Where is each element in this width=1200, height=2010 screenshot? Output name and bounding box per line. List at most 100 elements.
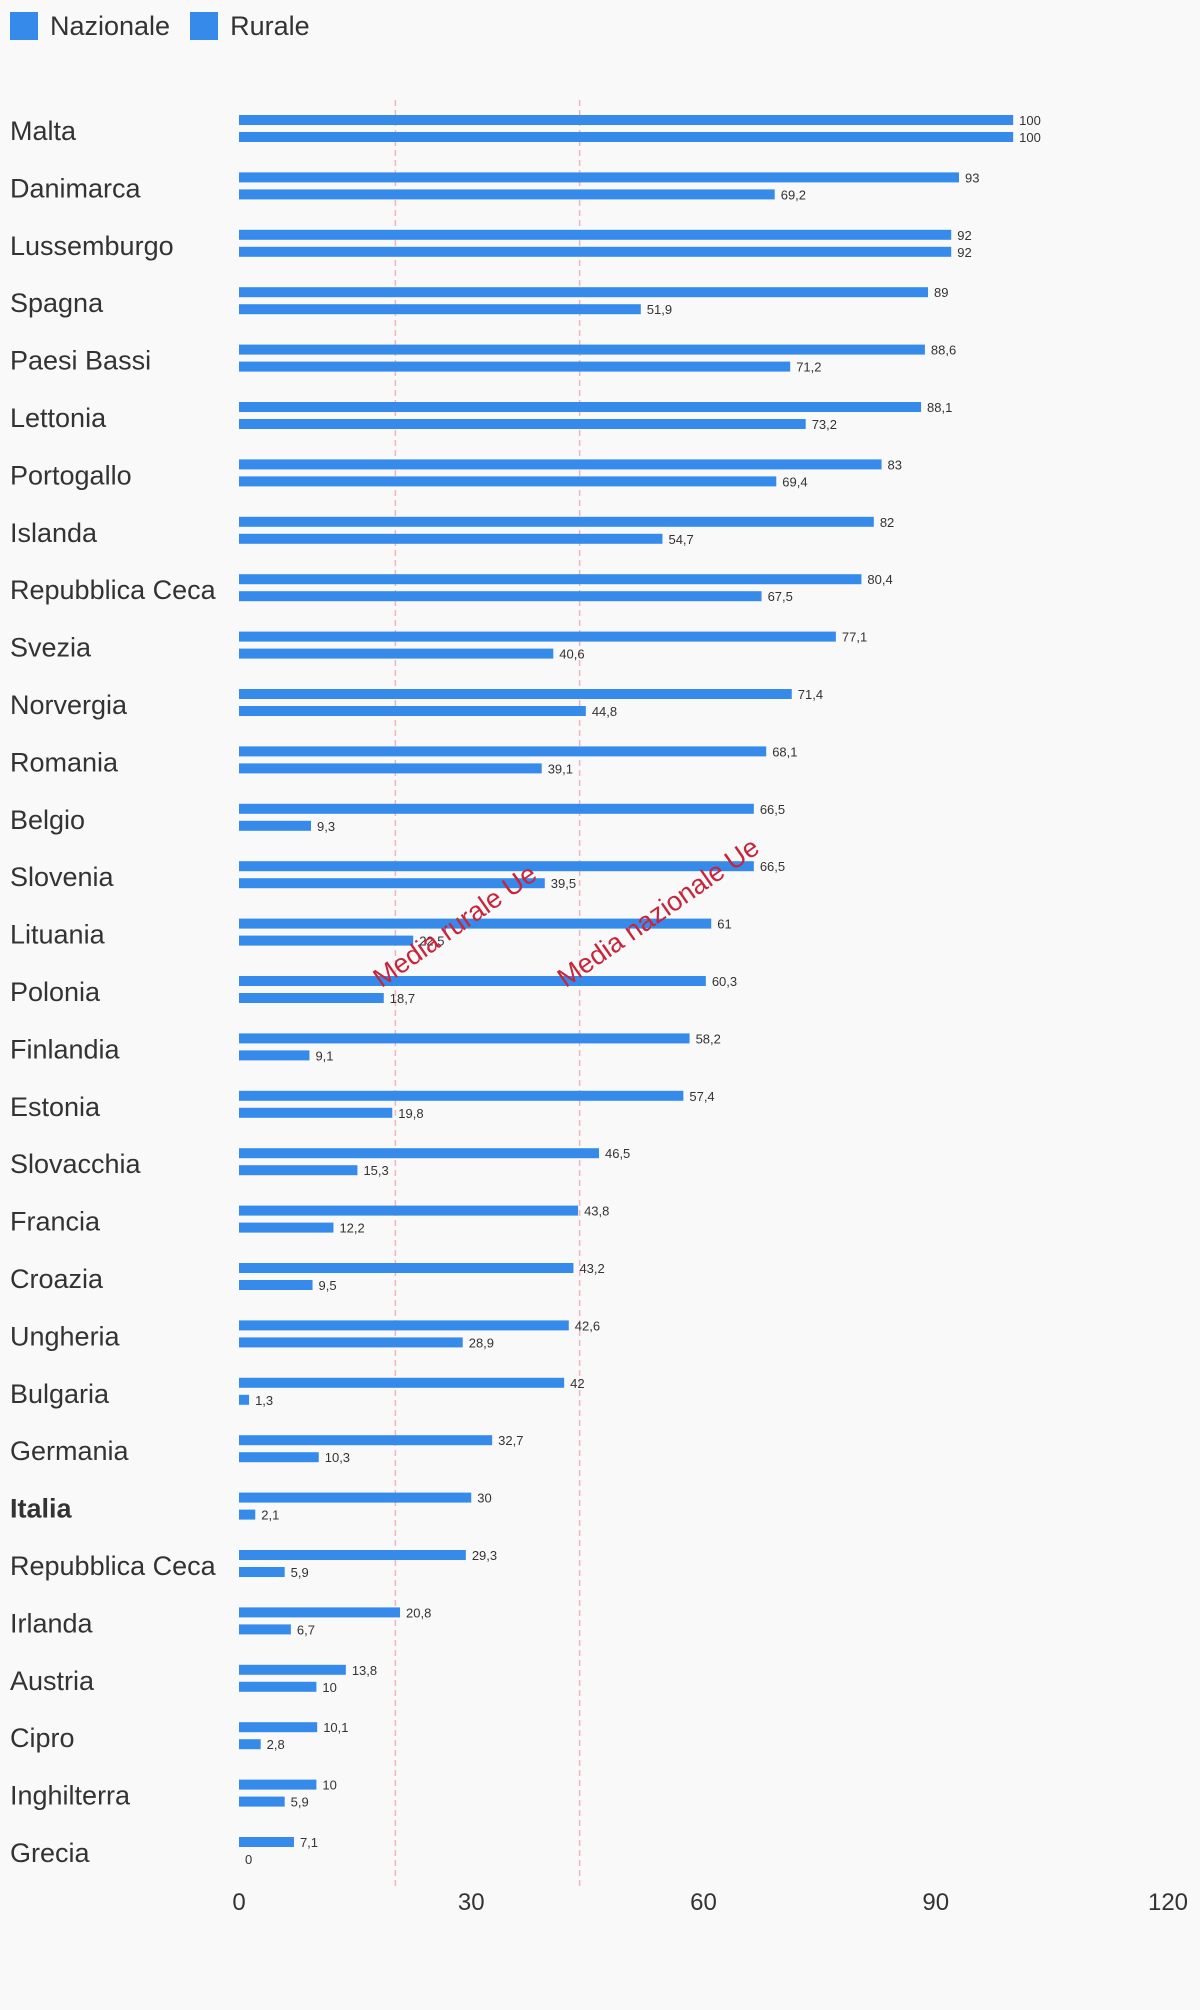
category-label-polonia-15: Polonia xyxy=(10,977,101,1007)
value-label-nazionale-ungheria-21: 42,6 xyxy=(575,1318,600,1333)
bar-rurale-inghilterra-29 xyxy=(239,1796,285,1807)
category-label-repubblica-ceca-25: Repubblica Ceca xyxy=(10,1551,217,1581)
bar-nazionale-spagna-3 xyxy=(239,287,929,298)
bar-rurale-croazia-20 xyxy=(239,1280,313,1290)
category-label-lussemburgo-2: Lussemburgo xyxy=(10,231,174,261)
bar-rurale-danimarca-1 xyxy=(239,189,775,200)
value-label-rurale-belgio-12: 9,3 xyxy=(317,819,335,834)
bar-rurale-lussemburgo-2 xyxy=(239,246,952,257)
value-label-nazionale-svezia-9: 77,1 xyxy=(842,630,867,645)
bar-rurale-lituania-14 xyxy=(239,935,414,946)
value-label-rurale-irlanda-26: 6,7 xyxy=(297,1622,315,1637)
value-label-nazionale-portogallo-6: 83 xyxy=(888,457,902,472)
category-label-slovacchia-18: Slovacchia xyxy=(10,1149,142,1179)
category-label-islanda-7: Islanda xyxy=(10,518,98,548)
value-label-rurale-repubblica-ceca-8: 67,5 xyxy=(768,589,793,604)
x-tick-label-120: 120 xyxy=(1148,1889,1188,1916)
value-label-rurale-danimarca-1: 69,2 xyxy=(781,187,806,202)
value-label-rurale-lussemburgo-2: 92 xyxy=(957,245,971,260)
value-label-nazionale-finlandia-16: 58,2 xyxy=(696,1031,721,1046)
bar-rurale-repubblica-ceca-8 xyxy=(239,591,762,602)
bar-nazionale-finlandia-16 xyxy=(239,1033,690,1044)
bar-rurale-paesi-bassi-4 xyxy=(239,361,791,372)
bar-nazionale-belgio-12 xyxy=(239,803,754,814)
category-label-paesi-bassi-4: Paesi Bassi xyxy=(10,346,151,376)
value-label-nazionale-malta-0: 100 xyxy=(1019,113,1041,128)
bar-rurale-norvergia-10 xyxy=(239,706,586,716)
bar-rurale-slovacchia-18 xyxy=(239,1165,358,1176)
x-tick-label-0: 0 xyxy=(232,1889,245,1916)
bar-rurale-germania-23 xyxy=(239,1452,319,1463)
legend-item-nazionale[interactable]: Nazionale xyxy=(10,11,170,42)
value-label-nazionale-belgio-12: 66,5 xyxy=(760,802,785,817)
legend-item-rurale[interactable]: Rurale xyxy=(190,11,310,42)
value-label-nazionale-repubblica-ceca-8: 80,4 xyxy=(867,572,892,587)
category-label-bulgaria-22: Bulgaria xyxy=(10,1379,110,1409)
bar-nazionale-bulgaria-22 xyxy=(239,1377,565,1388)
category-label-repubblica-ceca-8: Repubblica Ceca xyxy=(10,575,217,605)
value-label-nazionale-romania-11: 68,1 xyxy=(772,744,797,759)
bar-nazionale-lettonia-5 xyxy=(239,402,922,412)
category-label-italia-24: Italia xyxy=(10,1494,73,1524)
bar-nazionale-cipro-28 xyxy=(239,1722,318,1733)
value-label-nazionale-cipro-28: 10,1 xyxy=(323,1720,348,1735)
bar-nazionale-svezia-9 xyxy=(239,631,836,642)
legend-swatch-rurale xyxy=(190,12,219,40)
bar-nazionale-italia-24 xyxy=(239,1492,472,1503)
bar-rurale-spagna-3 xyxy=(239,304,641,315)
bar-nazionale-lussemburgo-2 xyxy=(239,229,952,240)
bar-nazionale-germania-23 xyxy=(239,1435,493,1446)
legend-label-nazionale: Nazionale xyxy=(50,10,171,41)
bar-rurale-romania-11 xyxy=(239,763,542,774)
bar-nazionale-paesi-bassi-4 xyxy=(239,344,925,355)
value-label-nazionale-repubblica-ceca-25: 29,3 xyxy=(472,1548,497,1563)
bar-nazionale-norvergia-10 xyxy=(239,689,792,699)
bar-nazionale-repubblica-ceca-8 xyxy=(239,574,862,585)
value-label-rurale-ungheria-21: 28,9 xyxy=(469,1335,494,1350)
bar-rurale-irlanda-26 xyxy=(239,1624,291,1635)
value-label-rurale-slovacchia-18: 15,3 xyxy=(363,1163,388,1178)
value-label-rurale-polonia-15: 18,7 xyxy=(390,991,415,1006)
value-label-rurale-lituania-14: 22,5 xyxy=(419,934,444,949)
category-label-danimarca-1: Danimarca xyxy=(10,173,142,203)
value-label-rurale-lettonia-5: 73,2 xyxy=(812,417,837,432)
value-label-nazionale-inghilterra-29: 10 xyxy=(322,1778,336,1793)
value-label-rurale-malta-0: 100 xyxy=(1019,130,1041,145)
value-label-rurale-germania-23: 10,3 xyxy=(325,1450,350,1465)
category-label-croazia-20: Croazia xyxy=(10,1264,104,1294)
value-label-nazionale-italia-24: 30 xyxy=(477,1491,491,1506)
bar-nazionale-repubblica-ceca-25 xyxy=(239,1550,466,1560)
category-label-cipro-28: Cipro xyxy=(10,1723,75,1753)
bar-nazionale-ungheria-21 xyxy=(239,1320,569,1331)
category-label-malta-0: Malta xyxy=(10,116,77,146)
bar-nazionale-francia-19 xyxy=(239,1205,579,1216)
bar-rurale-polonia-15 xyxy=(239,993,384,1003)
value-label-rurale-italia-24: 2,1 xyxy=(261,1508,279,1523)
bar-rurale-bulgaria-22 xyxy=(239,1394,250,1405)
legend-swatch-nazionale xyxy=(10,12,38,40)
bar-nazionale-danimarca-1 xyxy=(239,172,959,183)
value-label-rurale-inghilterra-29: 5,9 xyxy=(291,1795,309,1810)
value-label-rurale-slovenia-13: 39,5 xyxy=(551,876,576,891)
value-label-rurale-norvergia-10: 44,8 xyxy=(592,704,617,719)
bar-nazionale-estonia-17 xyxy=(239,1090,684,1101)
value-label-nazionale-estonia-17: 57,4 xyxy=(689,1089,714,1104)
bar-rurale-francia-19 xyxy=(239,1222,334,1233)
category-label-romania-11: Romania xyxy=(10,747,119,777)
value-label-rurale-romania-11: 39,1 xyxy=(548,761,573,776)
bar-nazionale-slovacchia-18 xyxy=(239,1148,599,1159)
category-label-finlandia-16: Finlandia xyxy=(10,1034,121,1064)
category-label-francia-19: Francia xyxy=(10,1207,101,1237)
value-label-nazionale-croazia-20: 43,2 xyxy=(579,1261,604,1276)
value-label-nazionale-islanda-7: 82 xyxy=(880,515,894,530)
bar-rurale-repubblica-ceca-25 xyxy=(239,1567,285,1577)
value-label-rurale-bulgaria-22: 1,3 xyxy=(255,1393,273,1408)
bar-nazionale-romania-11 xyxy=(239,746,767,757)
value-label-rurale-grecia-30: 0 xyxy=(245,1852,252,1867)
x-tick-label-90: 90 xyxy=(922,1889,949,1916)
value-label-nazionale-polonia-15: 60,3 xyxy=(712,974,737,989)
value-label-nazionale-paesi-bassi-4: 88,6 xyxy=(931,343,956,358)
value-label-rurale-cipro-28: 2,8 xyxy=(267,1737,285,1752)
value-label-nazionale-spagna-3: 89 xyxy=(934,285,948,300)
